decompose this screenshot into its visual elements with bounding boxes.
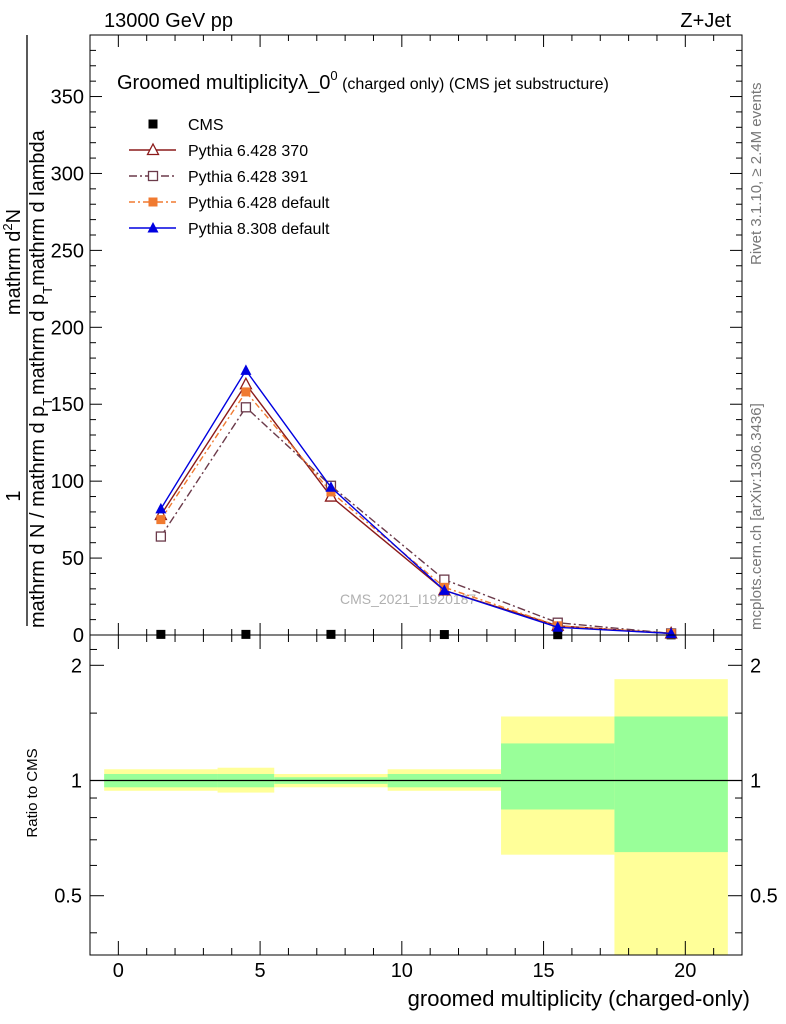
series-line-2 [160,406,672,635]
data-point [325,481,337,492]
ratio-y-axis-label: Ratio to CMS [24,748,41,837]
x-axis-label: groomed multiplicity (charged-only) [408,986,750,1011]
legend-marker [147,170,159,182]
title-tail: (charged only) (CMS jet substructure) [338,76,609,93]
data-point [156,629,166,639]
x-tick-label: 20 [674,960,696,982]
ratio-y-tick-label-right: 0.5 [750,886,778,908]
ratio-y-tick-label-right: 1 [750,771,761,793]
data-point [241,629,251,639]
title-main: Groomed multiplicityλ_0 [117,72,330,94]
series-line-1 [160,383,672,635]
main-y-tick-label: 0 [73,625,84,647]
legend-marker [147,222,159,233]
x-tick-label: 15 [532,960,554,982]
data-point [240,364,252,375]
data-point [241,387,251,397]
data-point [326,629,336,639]
stat-uncertainty-band [614,716,728,853]
title-superscript: 0 [330,68,337,83]
mcplots-label: mcplots.cern.ch [arXiv:1306.3436] [748,403,765,630]
stat-uncertainty-band [501,743,615,810]
series-line-4 [160,369,672,635]
ratio-y-tick-label-left: 0.5 [54,886,82,908]
main-y-tick-label: 350 [51,87,84,109]
legend-label: Pythia 6.428 default [188,195,330,212]
main-y-tick-label: 200 [51,317,84,339]
ylabel-denominator-one: mathrm d N / mathrm d pT [27,398,55,628]
data-point [156,515,166,525]
x-tick-label: 5 [255,960,266,982]
x-tick-label: 10 [391,960,413,982]
main-y-tick-label: 150 [51,394,84,416]
ylabel-numerator-two: mathrm d2N [0,209,25,315]
legend-marker [148,119,158,129]
main-y-tick-label: 300 [51,163,84,185]
legend-label: CMS [188,117,224,134]
ratio-y-tick-label-right: 2 [750,655,761,677]
data-point [438,584,450,595]
legend-label: Pythia 6.428 391 [188,169,308,186]
legend: CMS Pythia 6.428 370 Pythia 6.428 391 Pythi… [129,117,330,238]
series-line-3 [160,390,672,635]
legend-marker [148,197,158,207]
data-point [155,531,167,542]
ratio-plot-frame [89,634,743,956]
data-point [240,402,252,413]
legend-marker [146,142,160,156]
main-y-tick-label: 50 [62,548,84,570]
data-point [239,376,253,390]
main-y-tick-label: 100 [51,471,84,493]
data-point [552,621,564,632]
ratio-axis-ticks: 0.5 0.51 12 20 5 10 15 20 [54,635,778,982]
ratio-bands [104,679,728,955]
ylabel-numerator-one: 1 [3,490,25,501]
main-y-axis-label: 1 mathrm d N / mathrm d pT mathrm d2N ma… [0,35,55,628]
ylabel-denominator-two: mathrm d pTmathrm d lambda [27,129,55,395]
rivet-version-label: Rivet 3.1.10, ≥ 2.4M events [748,83,765,266]
ratio-y-tick-label-left: 2 [71,655,82,677]
x-tick-label: 0 [113,960,124,982]
main-y-tick-label: 250 [51,240,84,262]
ratio-y-tick-label-left: 1 [71,771,82,793]
data-point [439,574,450,585]
data-point [326,487,336,497]
ratio-panel: 0.5 0.51 12 20 5 10 15 20 Ratio to CMS groomed … [24,634,778,1011]
data-point [155,502,167,514]
legend-label: Pythia 8.308 default [188,221,330,238]
energy-label: 13000 GeV pp [104,10,233,32]
main-plot-title: Groomed multiplicityλ_00 (charged only) … [117,68,609,94]
legend-label: Pythia 6.428 370 [188,143,308,160]
process-label: Z+Jet [680,10,731,32]
